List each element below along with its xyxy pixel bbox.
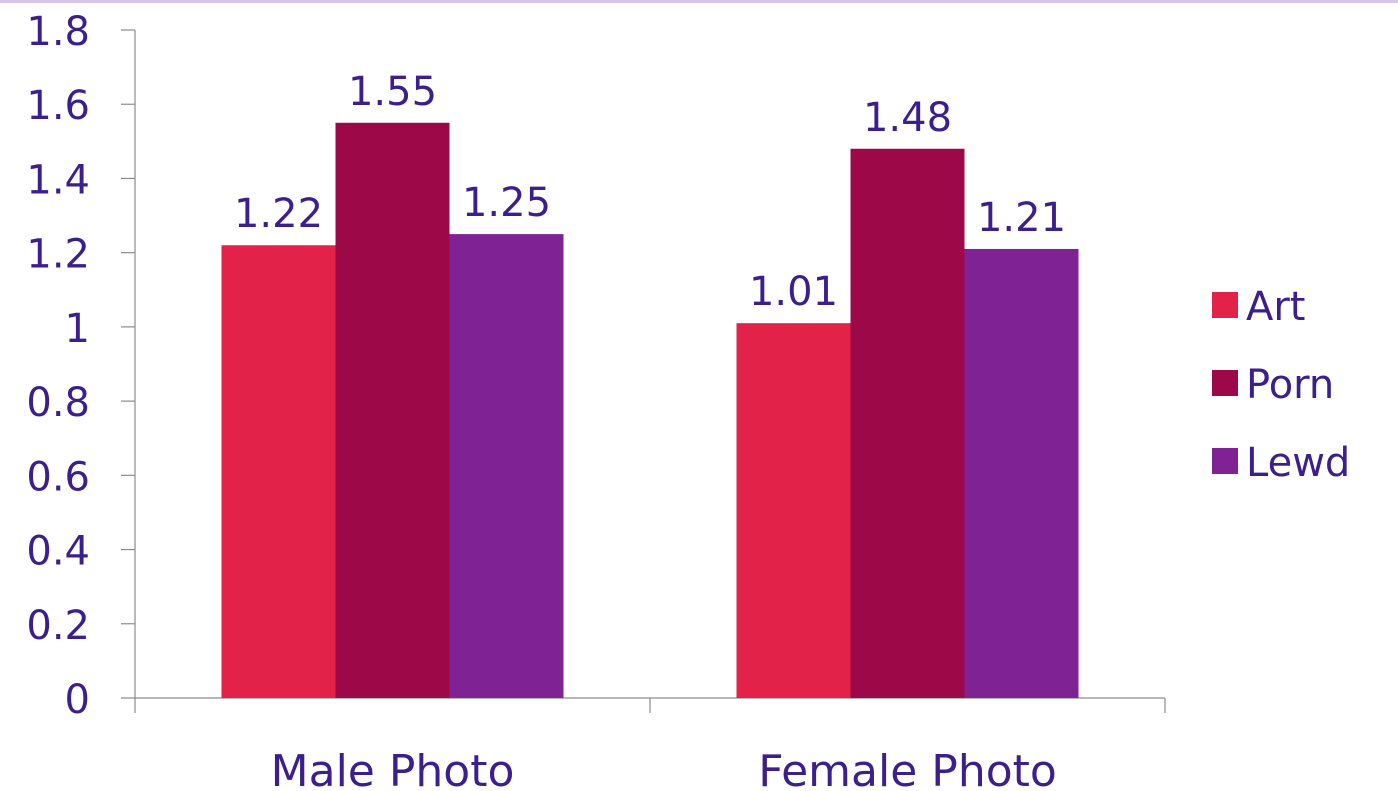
data-label: 1.22 bbox=[234, 191, 323, 237]
legend-swatch-porn bbox=[1212, 370, 1238, 396]
data-label: 1.01 bbox=[749, 269, 838, 315]
top-border bbox=[0, 0, 1398, 3]
x-tick-label: Female Photo bbox=[758, 746, 1057, 791]
legend-label-art: Art bbox=[1246, 284, 1306, 330]
legend-swatch-art bbox=[1212, 292, 1238, 318]
bar-art bbox=[736, 323, 851, 698]
bar-lewd bbox=[449, 234, 564, 698]
data-label: 1.48 bbox=[863, 95, 952, 141]
bar-porn bbox=[850, 148, 965, 698]
y-tick-label: 1.4 bbox=[26, 157, 90, 203]
y-tick-label: 0.4 bbox=[26, 529, 90, 575]
data-label: 1.21 bbox=[977, 195, 1066, 241]
data-label: 1.55 bbox=[348, 69, 437, 115]
y-tick-label: 1.2 bbox=[26, 232, 90, 278]
bars bbox=[221, 122, 1079, 699]
y-tick-label: 0.6 bbox=[26, 454, 90, 500]
x-tick-label: Male Photo bbox=[271, 746, 515, 791]
bar-art bbox=[221, 245, 336, 698]
legend: Art Porn Lewd bbox=[1212, 284, 1350, 486]
legend-label-porn: Porn bbox=[1246, 362, 1334, 408]
y-tick-label: 0.2 bbox=[26, 603, 90, 649]
axes: 0 0.2 0.4 0.6 0.8 1 1.2 1.4 1.6 1.8 Male Photo Fema… bbox=[26, 9, 1166, 791]
data-labels: 1.22 1.55 1.25 1.01 1.48 1.21 bbox=[234, 69, 1066, 315]
legend-swatch-lewd bbox=[1212, 448, 1238, 474]
bar-lewd bbox=[964, 248, 1079, 698]
y-tick-label: 1 bbox=[65, 306, 90, 352]
bar-porn bbox=[335, 122, 450, 699]
y-tick-label: 1.6 bbox=[26, 83, 90, 129]
y-tick-label: 0.8 bbox=[26, 380, 90, 426]
y-tick-label: 0 bbox=[65, 677, 90, 723]
data-label: 1.25 bbox=[462, 180, 551, 226]
y-tick-label: 1.8 bbox=[26, 9, 90, 55]
legend-label-lewd: Lewd bbox=[1246, 440, 1350, 486]
